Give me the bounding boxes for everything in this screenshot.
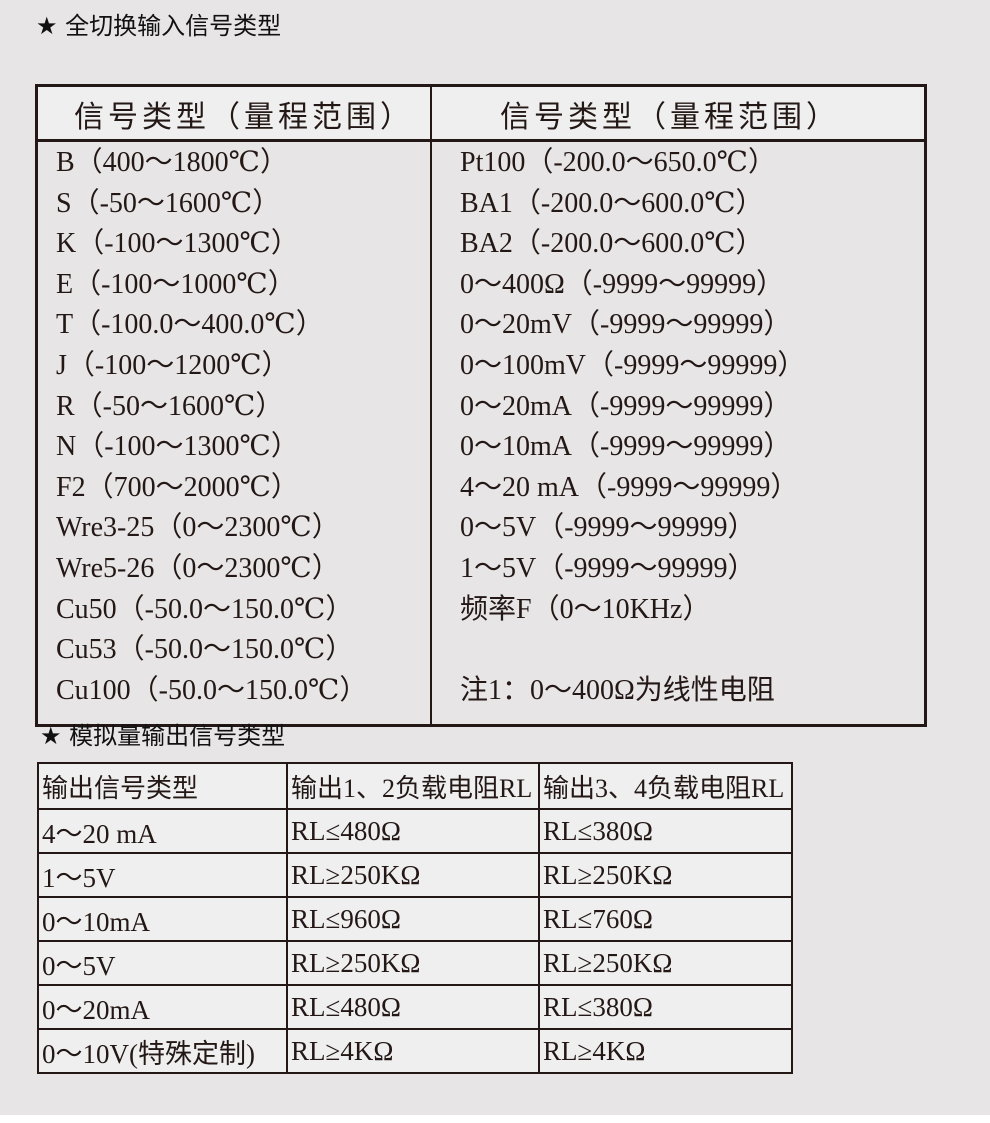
table-cell: RL≥4KΩ xyxy=(286,1028,540,1074)
input-signal-table: 信号类型（量程范围） 信号类型（量程范围） B（400～1800℃） S（-50～… xyxy=(35,84,927,727)
signal-type-item: F2（700～2000℃） xyxy=(56,471,299,503)
header-cell: 输出1、2负载电阻RL xyxy=(286,762,540,810)
column-divider xyxy=(430,87,432,724)
signal-type-item: Pt100（-200.0～650.0℃） xyxy=(460,147,776,178)
table-cell: 0～10V(特殊定制) xyxy=(37,1028,288,1074)
signal-type-item: 0～400Ω（-9999～99999） xyxy=(460,268,785,300)
header-left: 信号类型（量程范围） xyxy=(74,101,414,134)
signal-type-item: Cu100（-50.0～150.0℃） xyxy=(56,674,368,706)
signal-type-item: E（-100～1000℃） xyxy=(56,268,296,300)
table-cell: 0～5V xyxy=(37,940,288,986)
signal-type-item: K（-100～1300℃） xyxy=(56,228,299,260)
table-row: 4～20 mA RL≤480Ω RL≤380Ω xyxy=(37,808,793,854)
signal-type-item: 频率F（0～10KHz） xyxy=(460,593,711,625)
signal-type-item: 1～5V（-9999～99999） xyxy=(460,552,756,584)
signal-type-item: BA2（-200.0～600.0℃） xyxy=(460,228,764,260)
table-cell: 1～5V xyxy=(37,852,288,898)
header-right: 信号类型（量程范围） xyxy=(500,101,840,134)
table-row: 1～5V RL≥250KΩ RL≥250KΩ xyxy=(37,852,793,898)
signal-type-item: Wre3-25（0～2300℃） xyxy=(56,512,340,544)
signal-type-item: J（-100～1200℃） xyxy=(56,349,290,381)
signal-type-item: 0～20mV（-9999～99999） xyxy=(460,309,792,341)
signal-type-item: T（-100.0～400.0℃） xyxy=(56,309,324,341)
signal-type-item: Cu50（-50.0～150.0℃） xyxy=(56,593,354,625)
table-cell: RL≤760Ω xyxy=(538,896,793,942)
table-cell: 4～20 mA xyxy=(37,808,288,854)
table-cell: RL≤480Ω xyxy=(286,808,540,854)
signal-type-item: B（400～1800℃） xyxy=(56,147,288,178)
signal-type-item: 0～5V（-9999～99999） xyxy=(460,512,756,544)
table-cell: RL≥250KΩ xyxy=(286,852,540,898)
signal-type-item: S（-50～1600℃） xyxy=(56,187,281,219)
signal-type-item: 4～20 mA（-9999～99999） xyxy=(460,471,799,503)
signal-type-item: 0～100mV（-9999～99999） xyxy=(460,349,806,381)
signal-type-item: N（-100～1300℃） xyxy=(56,431,299,463)
signal-type-item: 0～10mA（-9999～99999） xyxy=(460,431,792,463)
table-header: 信号类型（量程范围） 信号类型（量程范围） xyxy=(38,87,924,142)
table-row: 0～10V(特殊定制) RL≥4KΩ RL≥4KΩ xyxy=(37,1028,793,1074)
signal-type-item: Cu53（-50.0～150.0℃） xyxy=(56,634,354,666)
table-cell: RL≤960Ω xyxy=(286,896,540,942)
table-cell: RL≥250KΩ xyxy=(538,852,793,898)
section-title-output: ★ 模拟量输出信号类型 xyxy=(40,722,286,750)
signal-type-item: BA1（-200.0～600.0℃） xyxy=(460,187,764,219)
table-row: 0～20mA RL≤480Ω RL≤380Ω xyxy=(37,984,793,1030)
table-cell: RL≤480Ω xyxy=(286,984,540,1030)
table-cell: RL≥4KΩ xyxy=(538,1028,793,1074)
table-cell: RL≤380Ω xyxy=(538,808,793,854)
signal-type-item: 0～20mA（-9999～99999） xyxy=(460,390,792,422)
table-cell: 0～10mA xyxy=(37,896,288,942)
signal-type-item: 注1：0～400Ω为线性电阻 xyxy=(460,674,775,706)
table-cell: RL≤380Ω xyxy=(538,984,793,1030)
right-column: Pt100（-200.0～650.0℃） BA1（-200.0～600.0℃） BA… xyxy=(460,143,805,711)
signal-type-item: Wre5-26（0～2300℃） xyxy=(56,552,340,584)
table-cell: 0～20mA xyxy=(37,984,288,1030)
header-cell: 输出3、4负载电阻RL xyxy=(538,762,793,810)
signal-type-item xyxy=(460,630,805,671)
left-column: B（400～1800℃） S（-50～1600℃） K（-100～1300℃） E（-… xyxy=(56,143,367,711)
output-signal-table: 输出信号类型 输出1、2负载电阻RL 输出3、4负载电阻RL 4～20 mA RL… xyxy=(37,762,793,1074)
table-cell: RL≥250KΩ xyxy=(538,940,793,986)
table-row: 0～10mA RL≤960Ω RL≤760Ω xyxy=(37,896,793,942)
table-header-row: 输出信号类型 输出1、2负载电阻RL 输出3、4负载电阻RL xyxy=(37,762,793,810)
section-title-input: ★ 全切换输入信号类型 xyxy=(36,12,282,40)
header-cell: 输出信号类型 xyxy=(37,762,288,810)
table-row: 0～5V RL≥250KΩ RL≥250KΩ xyxy=(37,940,793,986)
signal-type-item: R（-50～1600℃） xyxy=(56,390,284,422)
table-cell: RL≥250KΩ xyxy=(286,940,540,986)
